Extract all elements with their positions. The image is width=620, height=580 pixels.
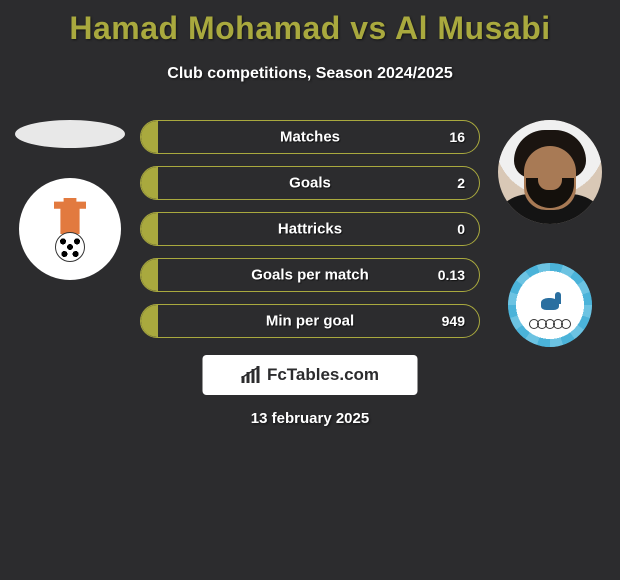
stat-row: Goals 2 [140, 166, 480, 200]
ajman-logo-icon [35, 194, 105, 264]
right-club-logo [499, 254, 601, 356]
brand-badge: FcTables.com [203, 355, 418, 395]
stats-list: Matches 16 Goals 2 Hattricks 0 Goals per… [140, 120, 480, 338]
player-face-icon [498, 120, 602, 224]
stat-fill-left [141, 167, 158, 199]
stat-value-right: 2 [457, 175, 465, 191]
left-club-logo [19, 178, 121, 280]
brand-text: FcTables.com [267, 365, 379, 385]
brand-bars-icon [241, 366, 263, 384]
stat-row: Goals per match 0.13 [140, 258, 480, 292]
right-player-photo [498, 120, 602, 224]
baniyas-logo-icon [508, 263, 592, 347]
stat-label: Goals [289, 175, 331, 192]
stat-label: Hattricks [278, 221, 342, 238]
stat-fill-left [141, 213, 158, 245]
stat-label: Min per goal [266, 313, 354, 330]
stat-row: Hattricks 0 [140, 212, 480, 246]
right-player-column [490, 120, 610, 356]
stat-row: Matches 16 [140, 120, 480, 154]
stat-value-right: 0 [457, 221, 465, 237]
stat-fill-left [141, 259, 158, 291]
left-player-photo-placeholder [15, 120, 125, 148]
stat-fill-left [141, 121, 158, 153]
stat-value-right: 0.13 [438, 267, 465, 283]
stat-value-right: 949 [442, 313, 465, 329]
date-label: 13 february 2025 [251, 410, 369, 427]
stat-row: Min per goal 949 [140, 304, 480, 338]
subtitle: Club competitions, Season 2024/2025 [0, 65, 620, 83]
page-title: Hamad Mohamad vs Al Musabi [0, 0, 620, 47]
left-player-column [10, 120, 130, 280]
stat-value-right: 16 [449, 129, 465, 145]
stat-label: Goals per match [251, 267, 369, 284]
stat-fill-left [141, 305, 158, 337]
stat-label: Matches [280, 129, 340, 146]
